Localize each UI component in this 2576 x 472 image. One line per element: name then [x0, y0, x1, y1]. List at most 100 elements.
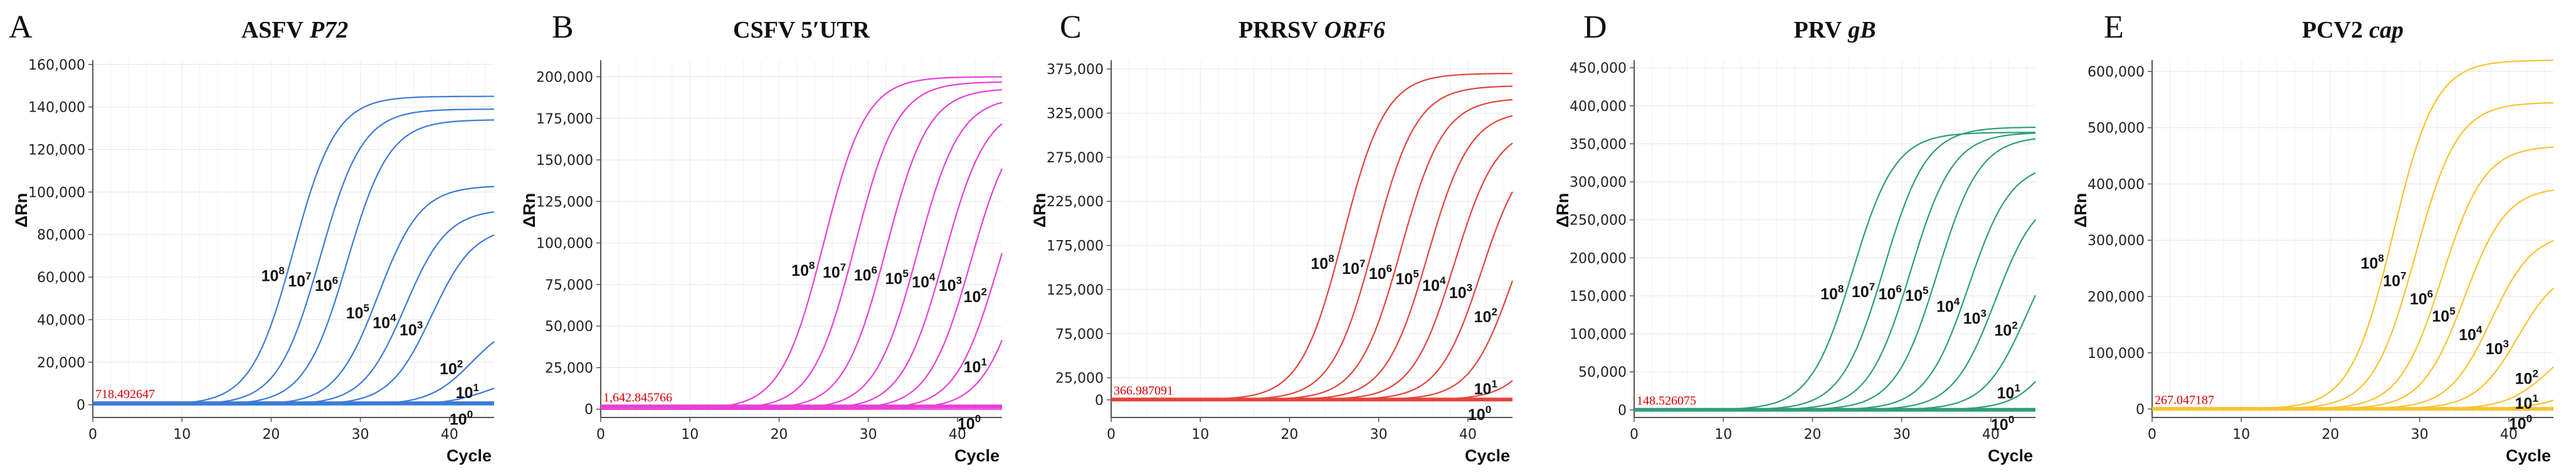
series-curve-107 — [601, 81, 1003, 410]
series-label: 108 — [1820, 283, 1844, 303]
y-tick-label: 600,000 — [2088, 65, 2145, 80]
y-tick-label: 125,000 — [1047, 283, 1104, 298]
series-label-base: 10 — [288, 273, 305, 290]
series-label-base: 10 — [964, 359, 981, 376]
series-label-base: 10 — [1879, 285, 1896, 303]
series-label-exponent: 3 — [956, 275, 962, 286]
series-label: 104 — [372, 312, 396, 332]
y-tick-label: 60,000 — [37, 270, 85, 286]
series-label-base: 10 — [1422, 277, 1440, 295]
series-label-base: 10 — [1997, 384, 2015, 402]
series-curve-106 — [601, 89, 1003, 410]
x-tick-label: 20 — [2321, 427, 2339, 443]
series-label-exponent: 7 — [1869, 281, 1875, 293]
series-label-exponent: 6 — [1386, 263, 1392, 275]
y-tick-label: 275,000 — [1047, 150, 1104, 166]
panel-title-gene: cap — [2369, 17, 2404, 43]
x-axis-title: Cycle — [954, 446, 1000, 465]
series-label-base: 10 — [958, 416, 975, 433]
y-tick-label: 100,000 — [2088, 346, 2145, 362]
series-label: 103 — [939, 275, 962, 295]
series-label-exponent: 3 — [1467, 282, 1472, 294]
series-label: 102 — [1474, 306, 1497, 326]
series-label-base: 10 — [1468, 406, 1486, 424]
series-label-base: 10 — [2410, 290, 2427, 308]
series-label-base: 10 — [1474, 380, 1492, 398]
series-label-exponent: 0 — [1486, 404, 1491, 416]
y-tick-label: 0 — [77, 398, 85, 414]
series-label-exponent: 8 — [278, 265, 284, 277]
y-tick-label: 175,000 — [536, 112, 593, 127]
panel-letter: B — [552, 9, 574, 45]
series-label-base: 10 — [1905, 287, 1923, 305]
series-label-exponent: 8 — [1328, 253, 1334, 265]
series-label-exponent: 5 — [902, 268, 908, 280]
series-label: 100 — [958, 413, 981, 433]
series-label: 107 — [823, 261, 846, 281]
series-label-exponent: 5 — [1923, 285, 1928, 296]
series-label: 104 — [1422, 275, 1446, 295]
y-tick-label: 120,000 — [28, 143, 85, 159]
y-axis-title: ΔRn — [1030, 193, 1049, 228]
x-tick-label: 20 — [262, 427, 280, 443]
x-tick-label: 0 — [596, 427, 605, 443]
series-label-base: 10 — [2361, 255, 2378, 273]
series-label-exponent: 6 — [2427, 288, 2433, 300]
series-label-base: 10 — [885, 270, 903, 288]
x-tick-label: 40 — [2500, 427, 2518, 443]
series-label-exponent: 0 — [2526, 413, 2532, 425]
series-label-exponent: 4 — [1954, 296, 1960, 308]
series-curve-107 — [1111, 85, 1513, 401]
series-label-base: 10 — [2515, 395, 2533, 412]
series-label-exponent: 6 — [872, 264, 877, 276]
series-label-exponent: 7 — [1359, 258, 1365, 270]
panel-title-gene: ORF6 — [1324, 17, 1385, 43]
y-tick-label: 175,000 — [1047, 239, 1104, 254]
y-tick-label: 50,000 — [545, 319, 593, 335]
y-tick-label: 25,000 — [1055, 371, 1104, 387]
series-label-base: 10 — [2432, 308, 2449, 325]
series-label-base: 10 — [261, 268, 279, 285]
series-label-base: 10 — [964, 288, 981, 306]
series-label-exponent: 5 — [2449, 305, 2455, 317]
series-label: 101 — [1997, 382, 2020, 402]
x-tick-label: 10 — [1714, 427, 1732, 443]
series-curve-106 — [1111, 98, 1513, 401]
x-tick-label: 40 — [1982, 427, 2000, 443]
y-tick-label: 200,000 — [1570, 251, 1627, 266]
panel-title-main: CSFV 5′UTR — [733, 17, 870, 43]
series-label: 102 — [964, 286, 987, 306]
panel-title: ASFV P72 — [241, 17, 348, 43]
series-label: 106 — [2410, 288, 2433, 308]
series-label-base: 10 — [1994, 322, 2012, 340]
series-curve-105 — [93, 186, 495, 406]
series-label: 108 — [2361, 253, 2384, 273]
series-label: 105 — [2432, 305, 2455, 325]
panel-letter: E — [2104, 9, 2124, 45]
x-tick-label: 30 — [352, 427, 369, 443]
panel-letter: D — [1583, 9, 1607, 45]
series-label-exponent: 2 — [981, 286, 986, 298]
series-label-exponent: 0 — [467, 409, 473, 421]
series-label: 104 — [1936, 296, 1960, 316]
y-tick-label: 375,000 — [1047, 62, 1104, 78]
series-label: 104 — [912, 271, 936, 291]
series-label: 101 — [456, 382, 479, 402]
series-label-exponent: 3 — [1980, 307, 1986, 319]
series-label-exponent: 4 — [390, 312, 396, 324]
panel-title-main: ASFV — [241, 17, 304, 43]
panel-title: PRV gB — [1793, 17, 1876, 43]
threshold-label: 267.047187 — [2155, 393, 2214, 407]
series-label: 105 — [885, 268, 909, 288]
series-label: 102 — [1994, 320, 2017, 340]
series-label: 106 — [854, 264, 877, 284]
panel-a: A ASFV P72 0 20,000 40,000 60,000 80,000 100,000… — [9, 9, 495, 465]
y-tick-label: 300,000 — [2088, 233, 2145, 249]
y-tick-label: 350,000 — [1570, 137, 1627, 152]
series-label-exponent: 4 — [929, 271, 936, 283]
series-label-exponent: 4 — [2476, 324, 2483, 336]
series-curve-107 — [93, 108, 494, 406]
x-axis-title: Cycle — [446, 446, 492, 465]
x-tick-label: 0 — [1107, 427, 1116, 443]
threshold-label: 366.987091 — [1114, 384, 1173, 397]
